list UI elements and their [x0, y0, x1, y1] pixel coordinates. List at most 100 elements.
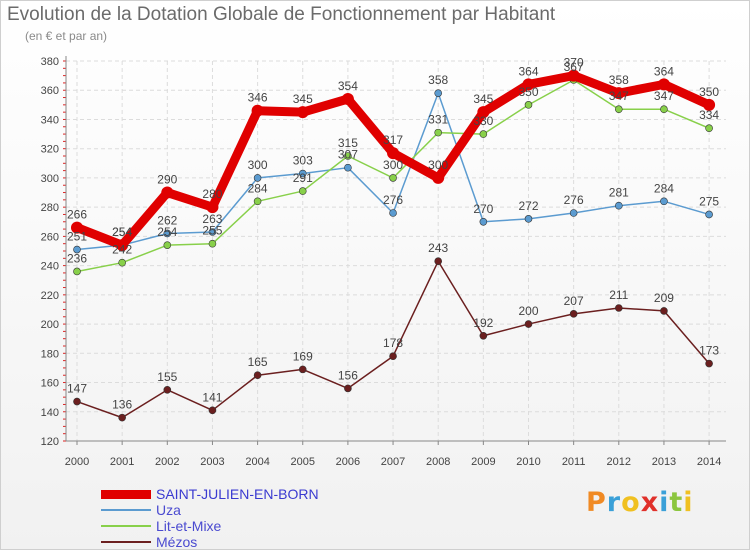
data-point-lit-et-mixe: [163, 241, 172, 249]
data-point-lit-et-mixe: [524, 101, 533, 109]
data-label-lit-et-mixe: 334: [699, 108, 719, 122]
x-tick-label: 2000: [65, 456, 89, 468]
data-point-saint-julien-en-born: [703, 98, 716, 111]
y-tick-label: 300: [41, 173, 59, 185]
data-point-saint-julien-en-born: [477, 106, 490, 119]
data-point-saint-julien-en-born: [161, 186, 174, 199]
legend-label: SAINT-JULIEN-EN-BORN: [156, 486, 319, 502]
data-point-mezos: [434, 257, 443, 266]
x-tick-label: 2009: [471, 456, 495, 468]
x-tick-label: 2006: [336, 456, 360, 468]
data-point-mezos: [298, 365, 307, 374]
logo-letter: P: [586, 487, 607, 518]
data-point-mezos: [73, 397, 81, 406]
chart-title: Evolution de la Dotation Globale de Fonc…: [7, 4, 556, 25]
y-tick-label: 340: [41, 114, 59, 126]
data-label-uza: 263: [202, 212, 222, 226]
data-label-uza: 275: [699, 194, 719, 208]
data-point-saint-julien-en-born: [71, 221, 83, 234]
legend-label: Mézos: [156, 534, 198, 550]
data-point-uza: [434, 89, 443, 97]
data-label-lit-et-mixe: 367: [564, 60, 584, 74]
data-label-lit-et-mixe: 254: [157, 225, 177, 239]
data-label-uza: 262: [157, 213, 177, 227]
data-label-saint-julien-en-born: 345: [473, 92, 493, 106]
logo-letter: r: [606, 487, 622, 518]
data-label-saint-julien-en-born: 300: [428, 158, 448, 172]
y-tick-label: 200: [41, 319, 59, 331]
data-point-uza: [344, 163, 352, 172]
y-tick-label: 320: [41, 144, 59, 156]
data-point-lit-et-mixe: [660, 105, 668, 114]
legend-swatch: [101, 541, 151, 543]
data-point-mezos: [705, 359, 713, 368]
y-tick-label: 240: [41, 261, 59, 273]
data-label-mezos: 192: [473, 316, 493, 330]
y-tick-label: 120: [41, 436, 59, 448]
data-label-saint-julien-en-born: 364: [654, 64, 674, 78]
data-point-lit-et-mixe: [705, 124, 713, 133]
y-tick-label: 140: [41, 407, 59, 419]
grid-lines: [66, 60, 726, 441]
data-label-saint-julien-en-born: 290: [157, 173, 177, 187]
chart-subtitle: (en € et par an): [25, 29, 108, 43]
data-label-saint-julien-en-born: 370: [564, 56, 584, 70]
data-point-mezos: [614, 304, 623, 312]
data-label-saint-julien-en-born: 350: [699, 85, 719, 99]
data-label-lit-et-mixe: 300: [383, 158, 403, 172]
data-label-mezos: 173: [699, 344, 719, 358]
data-label-saint-julien-en-born: 254: [112, 225, 132, 239]
data-point-uza: [705, 210, 713, 219]
x-tick-label: 2002: [155, 456, 179, 468]
data-label-uza: 272: [518, 199, 538, 213]
y-tick-label: 360: [41, 85, 59, 97]
data-label-uza: 270: [473, 202, 493, 216]
legend-label: Lit-et-Mixe: [156, 518, 222, 534]
data-label-lit-et-mixe: 242: [112, 243, 132, 257]
data-point-saint-julien-en-born: [657, 78, 670, 91]
data-point-lit-et-mixe: [389, 174, 397, 182]
data-label-lit-et-mixe: 347: [609, 89, 629, 103]
data-point-uza: [660, 197, 668, 206]
data-point-saint-julien-en-born: [387, 147, 400, 160]
data-point-mezos: [163, 386, 172, 394]
legend-swatch: [101, 490, 151, 499]
data-label-lit-et-mixe: 330: [473, 114, 493, 128]
data-point-saint-julien-en-born: [296, 106, 309, 119]
data-point-mezos: [389, 352, 397, 361]
legend-item-uza: Uza: [101, 502, 319, 518]
data-point-saint-julien-en-born: [341, 93, 354, 105]
data-point-mezos: [253, 371, 262, 380]
data-point-lit-et-mixe: [614, 105, 623, 114]
data-label-mezos: 178: [383, 336, 403, 350]
y-tick-label: 180: [41, 348, 59, 360]
data-label-uza: 276: [383, 193, 403, 207]
axes: 120 140 160 180 200 220 240 260 280 300 320 340 360 3…: [41, 56, 726, 468]
data-label-uza: 276: [564, 193, 584, 207]
legend-label: Uza: [156, 502, 181, 518]
data-point-saint-julien-en-born: [612, 87, 625, 100]
data-point-uza: [479, 217, 488, 226]
data-label-mezos: 165: [248, 355, 268, 369]
data-label-lit-et-mixe: 331: [428, 113, 448, 127]
x-tick-label: 2012: [607, 456, 631, 468]
data-point-uza: [73, 245, 81, 254]
data-label-lit-et-mixe: 291: [293, 171, 313, 185]
data-label-mezos: 136: [112, 398, 132, 412]
data-point-uza: [163, 229, 172, 238]
series-group: [71, 69, 716, 422]
x-tick-label: 2008: [426, 456, 450, 468]
data-label-lit-et-mixe: 350: [518, 85, 538, 99]
data-label-lit-et-mixe: 236: [67, 251, 87, 265]
data-point-mezos: [524, 320, 533, 328]
x-tick-label: 2013: [652, 456, 676, 468]
data-label-uza: 300: [248, 158, 268, 172]
data-point-lit-et-mixe: [479, 130, 488, 138]
data-point-uza: [524, 215, 533, 223]
data-label-mezos: 155: [157, 370, 177, 384]
data-label-mezos: 243: [428, 241, 448, 255]
x-tick-label: 2005: [291, 456, 315, 468]
data-label-mezos: 207: [564, 294, 584, 308]
data-label-uza: 284: [654, 181, 674, 195]
